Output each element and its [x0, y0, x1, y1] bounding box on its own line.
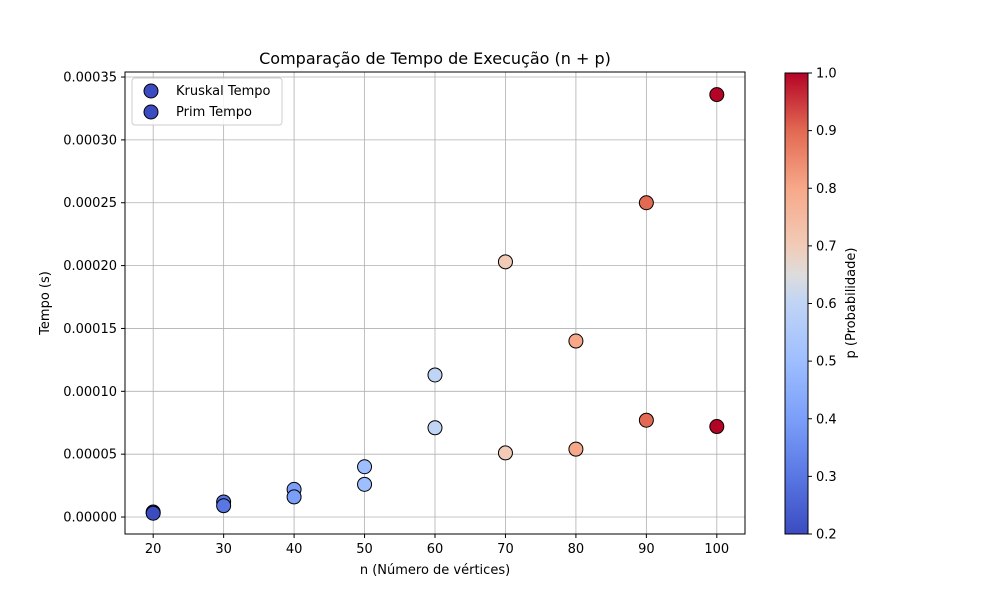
- colorbar: 0.2 0.3 0.4 0.5 0.6 0.7 0.8 0.9 1.0 p (Probabili…: [784, 67, 859, 543]
- data-point-kruskal: [497, 254, 513, 270]
- y-tick-label: 0.00010: [63, 385, 117, 400]
- y-tick-label: 0.00000: [63, 511, 117, 526]
- x-tick-label: 70: [497, 542, 514, 557]
- chart-title: Comparação de Tempo de Execução (n + p): [259, 49, 611, 68]
- data-point-kruskal: [357, 459, 373, 475]
- data-point-kruskal: [709, 87, 725, 103]
- y-axis: 0.00000 0.00005 0.00010 0.00015 0.00020 0.000…: [63, 71, 125, 526]
- x-axis-label: n (Número de vértices): [360, 563, 510, 578]
- x-tick-label: 80: [568, 542, 585, 557]
- y-tick-label: 0.00005: [63, 448, 117, 463]
- y-tick-label: 0.00030: [63, 133, 117, 148]
- x-tick-label: 90: [638, 542, 655, 557]
- legend-label-prim: Prim Tempo: [176, 105, 252, 120]
- data-point-prim: [286, 489, 302, 505]
- x-tick-label: 20: [145, 542, 162, 557]
- data-point-kruskal: [638, 195, 654, 211]
- data-point-prim: [497, 445, 513, 461]
- colorbar-tick-label: 1.0: [816, 67, 837, 82]
- colorbar-gradient: [784, 72, 809, 535]
- data-point-kruskal: [568, 333, 584, 349]
- colorbar-tick-label: 0.5: [816, 355, 837, 370]
- data-point-kruskal: [427, 367, 443, 383]
- colorbar-tick-label: 0.4: [816, 412, 837, 427]
- data-points: [145, 87, 725, 521]
- x-tick-label: 100: [704, 542, 729, 557]
- data-point-prim: [216, 498, 232, 514]
- legend-marker-prim: [143, 104, 159, 120]
- colorbar-tick-label: 0.7: [816, 239, 837, 254]
- data-point-prim: [568, 441, 584, 457]
- colorbar-ticks: 0.2 0.3 0.4 0.5 0.6 0.7 0.8 0.9 1.0: [808, 67, 837, 543]
- x-tick-label: 30: [215, 542, 232, 557]
- legend-label-kruskal: Kruskal Tempo: [176, 84, 271, 99]
- colorbar-label: p (Probabilidade): [844, 248, 859, 359]
- y-tick-label: 0.00025: [63, 196, 117, 211]
- x-tick-label: 40: [286, 542, 303, 557]
- data-point-prim: [638, 412, 654, 428]
- colorbar-tick-label: 0.6: [816, 297, 837, 312]
- y-axis-label: Tempo (s): [38, 271, 53, 336]
- data-point-prim: [427, 420, 443, 436]
- data-point-prim: [709, 419, 725, 435]
- y-tick-label: 0.00035: [63, 71, 117, 86]
- y-tick-label: 0.00020: [63, 259, 117, 274]
- data-point-prim: [145, 505, 161, 521]
- data-point-prim: [357, 476, 373, 492]
- x-axis: 20 30 40 50 60 70 80 90 100: [145, 534, 729, 557]
- colorbar-tick-label: 0.2: [816, 528, 837, 543]
- colorbar-tick-label: 0.8: [816, 182, 837, 197]
- x-tick-label: 60: [427, 542, 444, 557]
- x-tick-label: 50: [356, 542, 373, 557]
- grid-lines: [125, 72, 745, 534]
- legend-box: [131, 77, 283, 126]
- legend-marker-kruskal: [143, 83, 159, 99]
- legend: Kruskal Tempo Prim Tempo: [131, 77, 283, 126]
- colorbar-tick-label: 0.3: [816, 470, 837, 485]
- colorbar-tick-label: 0.9: [816, 124, 837, 139]
- y-tick-label: 0.00015: [63, 322, 117, 337]
